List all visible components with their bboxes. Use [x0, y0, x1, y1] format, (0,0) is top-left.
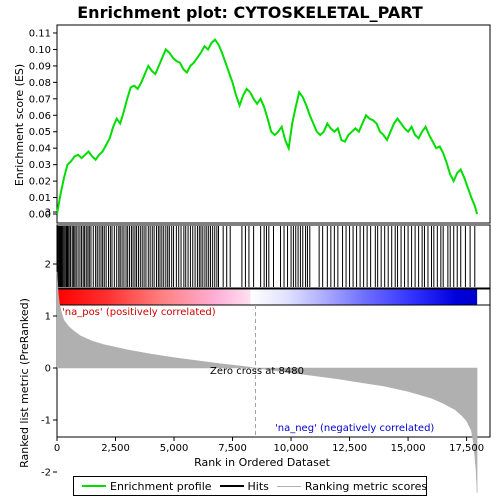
es-ytick-label: 0.00 — [29, 210, 51, 221]
x-tick-label: 15,000 — [391, 443, 426, 454]
enrichment-profile-line — [56, 38, 479, 215]
metric-ytick-label: -2 — [41, 468, 51, 479]
x-tick-label: 10,000 — [274, 443, 309, 454]
x-tick-label: 17,500 — [449, 443, 484, 454]
legend-item-hits: Hits — [219, 479, 269, 493]
legend-line-gray-icon — [276, 485, 301, 487]
x-tick-label: 2,500 — [101, 443, 130, 454]
metric-ytick-label: -1 — [41, 416, 51, 427]
metric-axis-title: Ranked list metric (PreRanked) — [18, 298, 31, 468]
zero-cross-label: Zero cross at 8480 — [210, 366, 304, 377]
rank-gradient-bar — [56, 288, 491, 306]
legend-hits-label: Hits — [247, 479, 269, 493]
x-tick-label: 5,000 — [160, 443, 189, 454]
pos-label: 'na_pos' (positively correlated) — [62, 307, 216, 318]
legend-item-profile: Enrichment profile — [82, 480, 212, 493]
x-tick-label: 7,500 — [218, 443, 247, 454]
metric-ytick-label: 3 — [45, 208, 51, 219]
es-ytick-label: 0.11 — [29, 29, 51, 40]
legend-item-ranking: Ranking metric scores — [276, 479, 428, 493]
es-ytick-label: 0.01 — [29, 193, 51, 204]
legend-profile-label: Enrichment profile — [110, 479, 212, 493]
es-ytick-label: 0.03 — [29, 160, 51, 171]
x-axis-title: Rank in Ordered Dataset — [194, 456, 331, 469]
legend: Enrichment profile Hits Ranking metric s… — [73, 476, 427, 496]
legend-line-green-icon — [82, 485, 106, 487]
es-ytick-label: 0.08 — [29, 78, 51, 89]
es-panel: 0.00 0.01 0.02 0.03 0.04 0.05 0.06 0.07 0.08 0.09… — [29, 24, 491, 224]
hits-panel — [56, 224, 491, 289]
es-ytick-label: 0.07 — [29, 94, 51, 105]
es-plot-frame — [56, 24, 491, 224]
legend-ranking-label: Ranking metric scores — [304, 479, 428, 493]
es-axis-title: Enrichment score (ES) — [13, 64, 26, 186]
es-ytick-label: 0.09 — [29, 61, 51, 72]
es-ytick-label: 0.04 — [29, 144, 51, 155]
rank-gradient-fill — [57, 289, 478, 305]
metric-ytick-label: 2 — [45, 260, 51, 271]
metric-panel: -2 -1 0 1 2 3 0 2,500 5,000 7,500 10,000 12,500 15,0… — [41, 208, 491, 493]
legend-line-black-icon — [219, 485, 244, 487]
es-ytick-label: 0.06 — [29, 111, 51, 122]
es-ytick-label: 0.10 — [29, 45, 51, 56]
metric-ytick-label: 1 — [45, 312, 51, 323]
es-ytick-label: 0.05 — [29, 127, 51, 138]
es-ytick-label: 0.02 — [29, 177, 51, 188]
chart-title: Enrichment plot: CYTOSKELETAL_PART — [77, 3, 423, 22]
x-tick-label: 0 — [54, 443, 60, 454]
metric-ytick-label: 0 — [45, 364, 51, 375]
neg-label: 'na_neg' (negatively correlated) — [275, 423, 434, 434]
x-tick-label: 12,500 — [332, 443, 367, 454]
ranking-metric-area — [56, 271, 478, 493]
